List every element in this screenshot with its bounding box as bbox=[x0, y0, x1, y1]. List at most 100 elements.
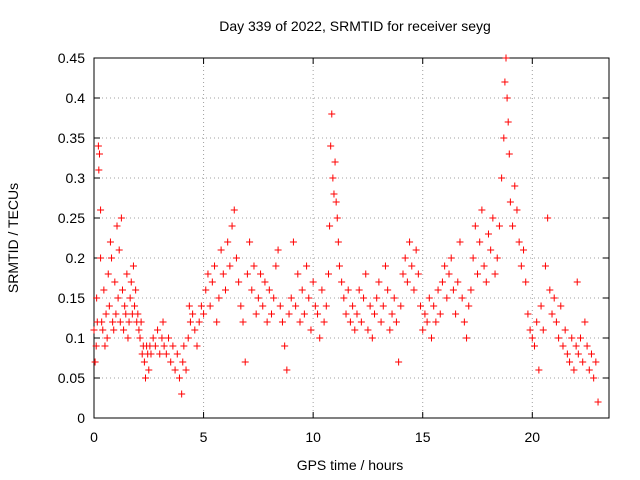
data-point bbox=[204, 270, 212, 278]
data-point bbox=[106, 238, 114, 246]
data-point bbox=[434, 286, 442, 294]
data-point bbox=[500, 134, 508, 142]
y-axis: 0 0.05 0.1 0.15 0.2 0.25 0.3 0.35 0.4 0.45 bbox=[58, 50, 609, 426]
data-point bbox=[268, 310, 276, 318]
data-point bbox=[585, 366, 593, 374]
data-point bbox=[165, 334, 173, 342]
data-point bbox=[237, 302, 245, 310]
data-point bbox=[504, 118, 512, 126]
data-point bbox=[97, 206, 105, 214]
data-point bbox=[338, 278, 346, 286]
data-point bbox=[563, 350, 571, 358]
data-point bbox=[219, 270, 227, 278]
data-point bbox=[263, 318, 271, 326]
data-point bbox=[131, 302, 139, 310]
data-point bbox=[117, 214, 125, 222]
data-point bbox=[366, 302, 374, 310]
data-point bbox=[427, 334, 435, 342]
data-point bbox=[289, 238, 297, 246]
y-tick-label: 0.35 bbox=[58, 130, 85, 146]
data-point bbox=[213, 318, 221, 326]
data-point bbox=[594, 398, 602, 406]
data-point bbox=[272, 262, 280, 270]
data-point bbox=[232, 254, 240, 262]
data-point bbox=[530, 342, 538, 350]
data-point bbox=[116, 318, 124, 326]
data-point bbox=[324, 270, 332, 278]
data-point bbox=[118, 286, 126, 294]
data-point bbox=[465, 302, 473, 310]
data-point bbox=[371, 310, 379, 318]
data-point bbox=[167, 358, 175, 366]
data-point bbox=[171, 366, 179, 374]
data-point bbox=[388, 310, 396, 318]
data-point bbox=[224, 238, 232, 246]
data-point bbox=[501, 78, 509, 86]
data-point bbox=[99, 326, 107, 334]
data-point bbox=[303, 262, 311, 270]
data-point bbox=[124, 334, 132, 342]
data-point bbox=[539, 326, 547, 334]
data-point bbox=[159, 318, 167, 326]
data-point bbox=[399, 270, 407, 278]
data-point bbox=[395, 358, 403, 366]
data-point bbox=[561, 326, 569, 334]
data-point bbox=[103, 334, 111, 342]
data-point bbox=[449, 286, 457, 294]
data-point bbox=[230, 206, 238, 214]
data-point bbox=[469, 254, 477, 262]
data-point bbox=[156, 350, 164, 358]
data-point bbox=[581, 318, 589, 326]
data-point bbox=[140, 358, 148, 366]
data-point bbox=[265, 286, 273, 294]
data-point bbox=[184, 334, 192, 342]
data-point bbox=[454, 278, 462, 286]
data-point bbox=[114, 294, 122, 302]
data-point bbox=[300, 310, 308, 318]
data-point bbox=[120, 326, 128, 334]
data-point bbox=[520, 246, 528, 254]
data-point bbox=[158, 334, 166, 342]
data-point bbox=[579, 358, 587, 366]
data-point bbox=[298, 286, 306, 294]
data-point bbox=[587, 350, 595, 358]
data-point bbox=[257, 270, 265, 278]
data-point bbox=[296, 318, 304, 326]
data-point bbox=[180, 342, 188, 350]
data-point bbox=[125, 318, 133, 326]
data-point bbox=[137, 318, 145, 326]
data-point bbox=[329, 174, 337, 182]
data-point bbox=[421, 310, 429, 318]
data-point bbox=[93, 294, 101, 302]
data-point bbox=[555, 334, 563, 342]
data-point bbox=[583, 342, 591, 350]
data-point bbox=[526, 326, 534, 334]
data-point bbox=[482, 278, 490, 286]
data-point bbox=[493, 254, 501, 262]
data-point bbox=[342, 310, 350, 318]
data-point bbox=[357, 318, 365, 326]
data-point bbox=[126, 294, 134, 302]
data-point bbox=[151, 342, 159, 350]
data-point bbox=[410, 286, 418, 294]
data-point bbox=[254, 294, 262, 302]
data-point bbox=[550, 294, 558, 302]
data-point bbox=[185, 302, 193, 310]
y-tick-label: 0.2 bbox=[66, 250, 86, 266]
data-point bbox=[217, 246, 225, 254]
data-point bbox=[373, 294, 381, 302]
data-point bbox=[309, 278, 317, 286]
data-point bbox=[397, 302, 405, 310]
data-point bbox=[287, 294, 295, 302]
data-point bbox=[360, 294, 368, 302]
data-point bbox=[419, 326, 427, 334]
data-point bbox=[239, 318, 247, 326]
data-point bbox=[333, 214, 341, 222]
data-point bbox=[112, 310, 120, 318]
data-point bbox=[524, 310, 532, 318]
data-point bbox=[95, 150, 103, 158]
data-point bbox=[311, 302, 319, 310]
x-tick-label: 15 bbox=[415, 429, 431, 445]
data-point bbox=[149, 334, 157, 342]
chart-title: Day 339 of 2022, SRMTID for receiver sey… bbox=[219, 18, 491, 34]
